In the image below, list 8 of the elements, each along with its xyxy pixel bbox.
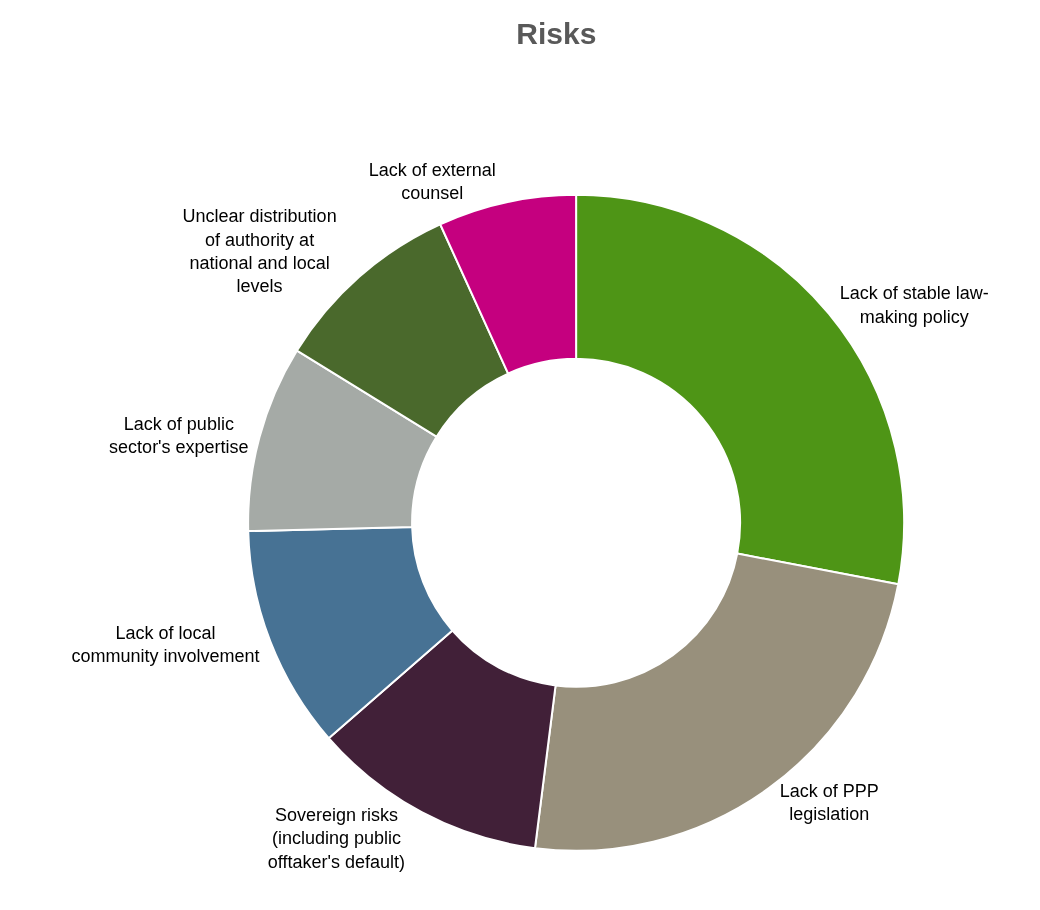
slice-label: Sovereign risks (including public offtaker's default) [267, 804, 406, 872]
slice-label: Lack of PPP legislation [779, 780, 879, 825]
chart-title: Risks [516, 16, 597, 50]
slice-label: Lack of external counsel [368, 159, 496, 204]
slice-label: Unclear distribution of authority at national and local levels [182, 206, 337, 297]
slice-label: Lack of stable law-making policy [839, 283, 989, 327]
slice-label: Lack of local community involvement [71, 622, 260, 667]
slice-label: Lack of public sector's expertise [109, 414, 249, 458]
